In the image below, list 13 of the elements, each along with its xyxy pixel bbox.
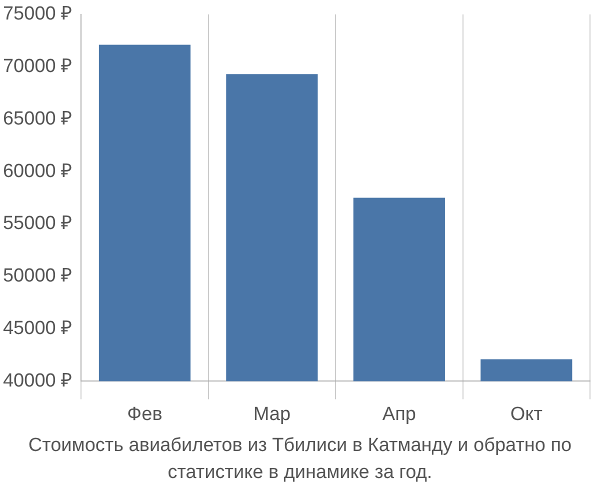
x-tick-label: Апр [382,404,416,425]
y-tick-label: 60000 ₽ [2,160,72,182]
y-tick-label: 75000 ₽ [2,4,72,25]
y-tick-label: 40000 ₽ [2,370,72,392]
x-tick-label: Фев [127,404,162,425]
x-tick-label: Мар [253,404,291,425]
y-tick-label: 70000 ₽ [2,56,72,78]
y-tick-label: 55000 ₽ [2,213,72,234]
y-tick-label: 45000 ₽ [2,318,72,340]
x-tick-label: Окт [510,404,543,425]
y-tick-label: 50000 ₽ [2,266,72,287]
text: Стоимость авиабилетов из Тбилиси в Катманду и обратно по статистике в динамике за год. [27,434,573,485]
y-tick-label: 65000 ₽ [2,108,72,130]
